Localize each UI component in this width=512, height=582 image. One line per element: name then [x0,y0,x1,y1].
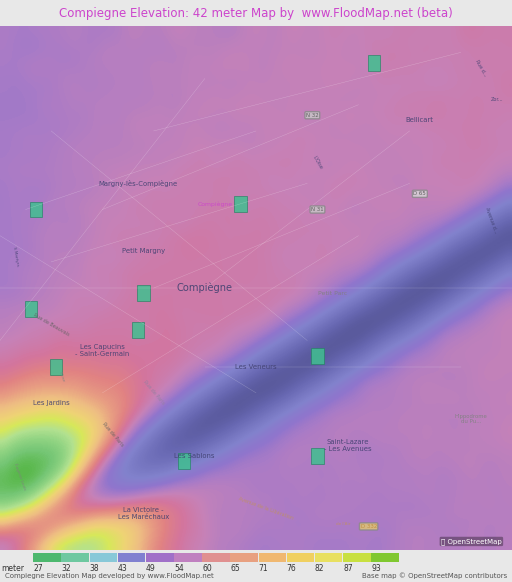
Text: Les Capucins
- Saint-Germain: Les Capucins - Saint-Germain [75,345,130,357]
Text: N 31: N 31 [311,207,324,212]
FancyBboxPatch shape [137,286,150,301]
FancyBboxPatch shape [30,202,42,218]
FancyBboxPatch shape [234,197,247,212]
FancyBboxPatch shape [178,453,190,469]
Text: 49: 49 [146,564,156,573]
Text: 54: 54 [174,564,184,573]
Text: La Victoire -
Les Maréchaux: La Victoire - Les Maréchaux [118,507,169,520]
Text: L'Oise: L'Oise [312,155,323,170]
FancyBboxPatch shape [230,552,258,562]
Text: Hippodrome
du Pu...: Hippodrome du Pu... [455,414,487,424]
Text: 65: 65 [230,564,240,573]
FancyBboxPatch shape [311,448,324,463]
Text: Saint-Lazare
- Les Avenues: Saint-Lazare - Les Avenues [324,439,372,452]
Text: Rue de Paris: Rue de Paris [101,421,124,448]
Text: 76: 76 [287,564,296,573]
FancyBboxPatch shape [368,55,380,71]
Text: D 65: D 65 [414,191,426,196]
FancyBboxPatch shape [33,552,61,562]
Text: Compiegne Elevation: 42 meter Map by  www.FloodMap.net (beta): Compiegne Elevation: 42 meter Map by www… [59,6,453,20]
FancyBboxPatch shape [25,301,37,317]
Text: 87: 87 [343,564,353,573]
Text: Rue de Beauvais: Rue de Beauvais [32,313,70,337]
Text: Avenue d...: Avenue d... [484,206,499,234]
FancyBboxPatch shape [132,322,144,338]
Text: Rue d...: Rue d... [475,59,488,77]
Text: Zor...: Zor... [490,97,503,102]
FancyBboxPatch shape [287,552,314,562]
FancyBboxPatch shape [259,552,286,562]
Text: Éugènie Louis: Éugènie Louis [13,463,28,491]
Text: Petit Margny: Petit Margny [122,249,165,254]
Text: Compiegne Elevation Map developed by www.FloodMap.net: Compiegne Elevation Map developed by www… [5,573,214,580]
Text: 82: 82 [315,564,325,573]
Text: Petit Parc: Petit Parc [318,291,347,296]
Text: 27: 27 [33,564,43,573]
Text: Bellicart: Bellicart [406,118,434,123]
Text: Les Veneurs: Les Veneurs [235,364,277,370]
Text: meter: meter [2,564,25,573]
Text: Compiègne: Compiègne [177,283,233,293]
Text: Les Sablons: Les Sablons [174,453,215,459]
FancyBboxPatch shape [50,359,62,375]
Text: 43: 43 [118,564,127,573]
Text: 🔍 OpenStreetMap: 🔍 OpenStreetMap [441,538,502,545]
FancyBboxPatch shape [90,552,117,562]
Text: de l'Air: de l'Air [336,522,350,526]
FancyBboxPatch shape [371,552,399,562]
Text: D 332: D 332 [360,524,377,529]
Text: Base map © OpenStreetMap contributors: Base map © OpenStreetMap contributors [361,573,507,580]
Text: Les Jardins: Les Jardins [33,400,70,406]
Text: Compiègne: Compiègne [198,201,232,207]
FancyBboxPatch shape [343,552,371,562]
Text: 71: 71 [259,564,268,573]
Text: 93: 93 [371,564,381,573]
FancyBboxPatch shape [146,552,174,562]
FancyBboxPatch shape [61,552,89,562]
Text: 32: 32 [61,564,71,573]
Text: 38: 38 [90,564,99,573]
Text: Rue de Paris: Rue de Paris [142,379,165,406]
FancyBboxPatch shape [174,552,202,562]
Text: l'Oise: l'Oise [58,371,65,383]
FancyBboxPatch shape [311,348,324,364]
Text: Margny-lès-Compiègne: Margny-lès-Compiègne [99,180,178,187]
Text: S Martyrs: S Martyrs [12,247,19,267]
Text: 60: 60 [202,564,212,573]
FancyBboxPatch shape [315,552,343,562]
Text: N 32: N 32 [306,113,318,118]
Text: Avenue de la Libération: Avenue de la Libération [238,496,294,520]
FancyBboxPatch shape [118,552,145,562]
FancyBboxPatch shape [202,552,230,562]
